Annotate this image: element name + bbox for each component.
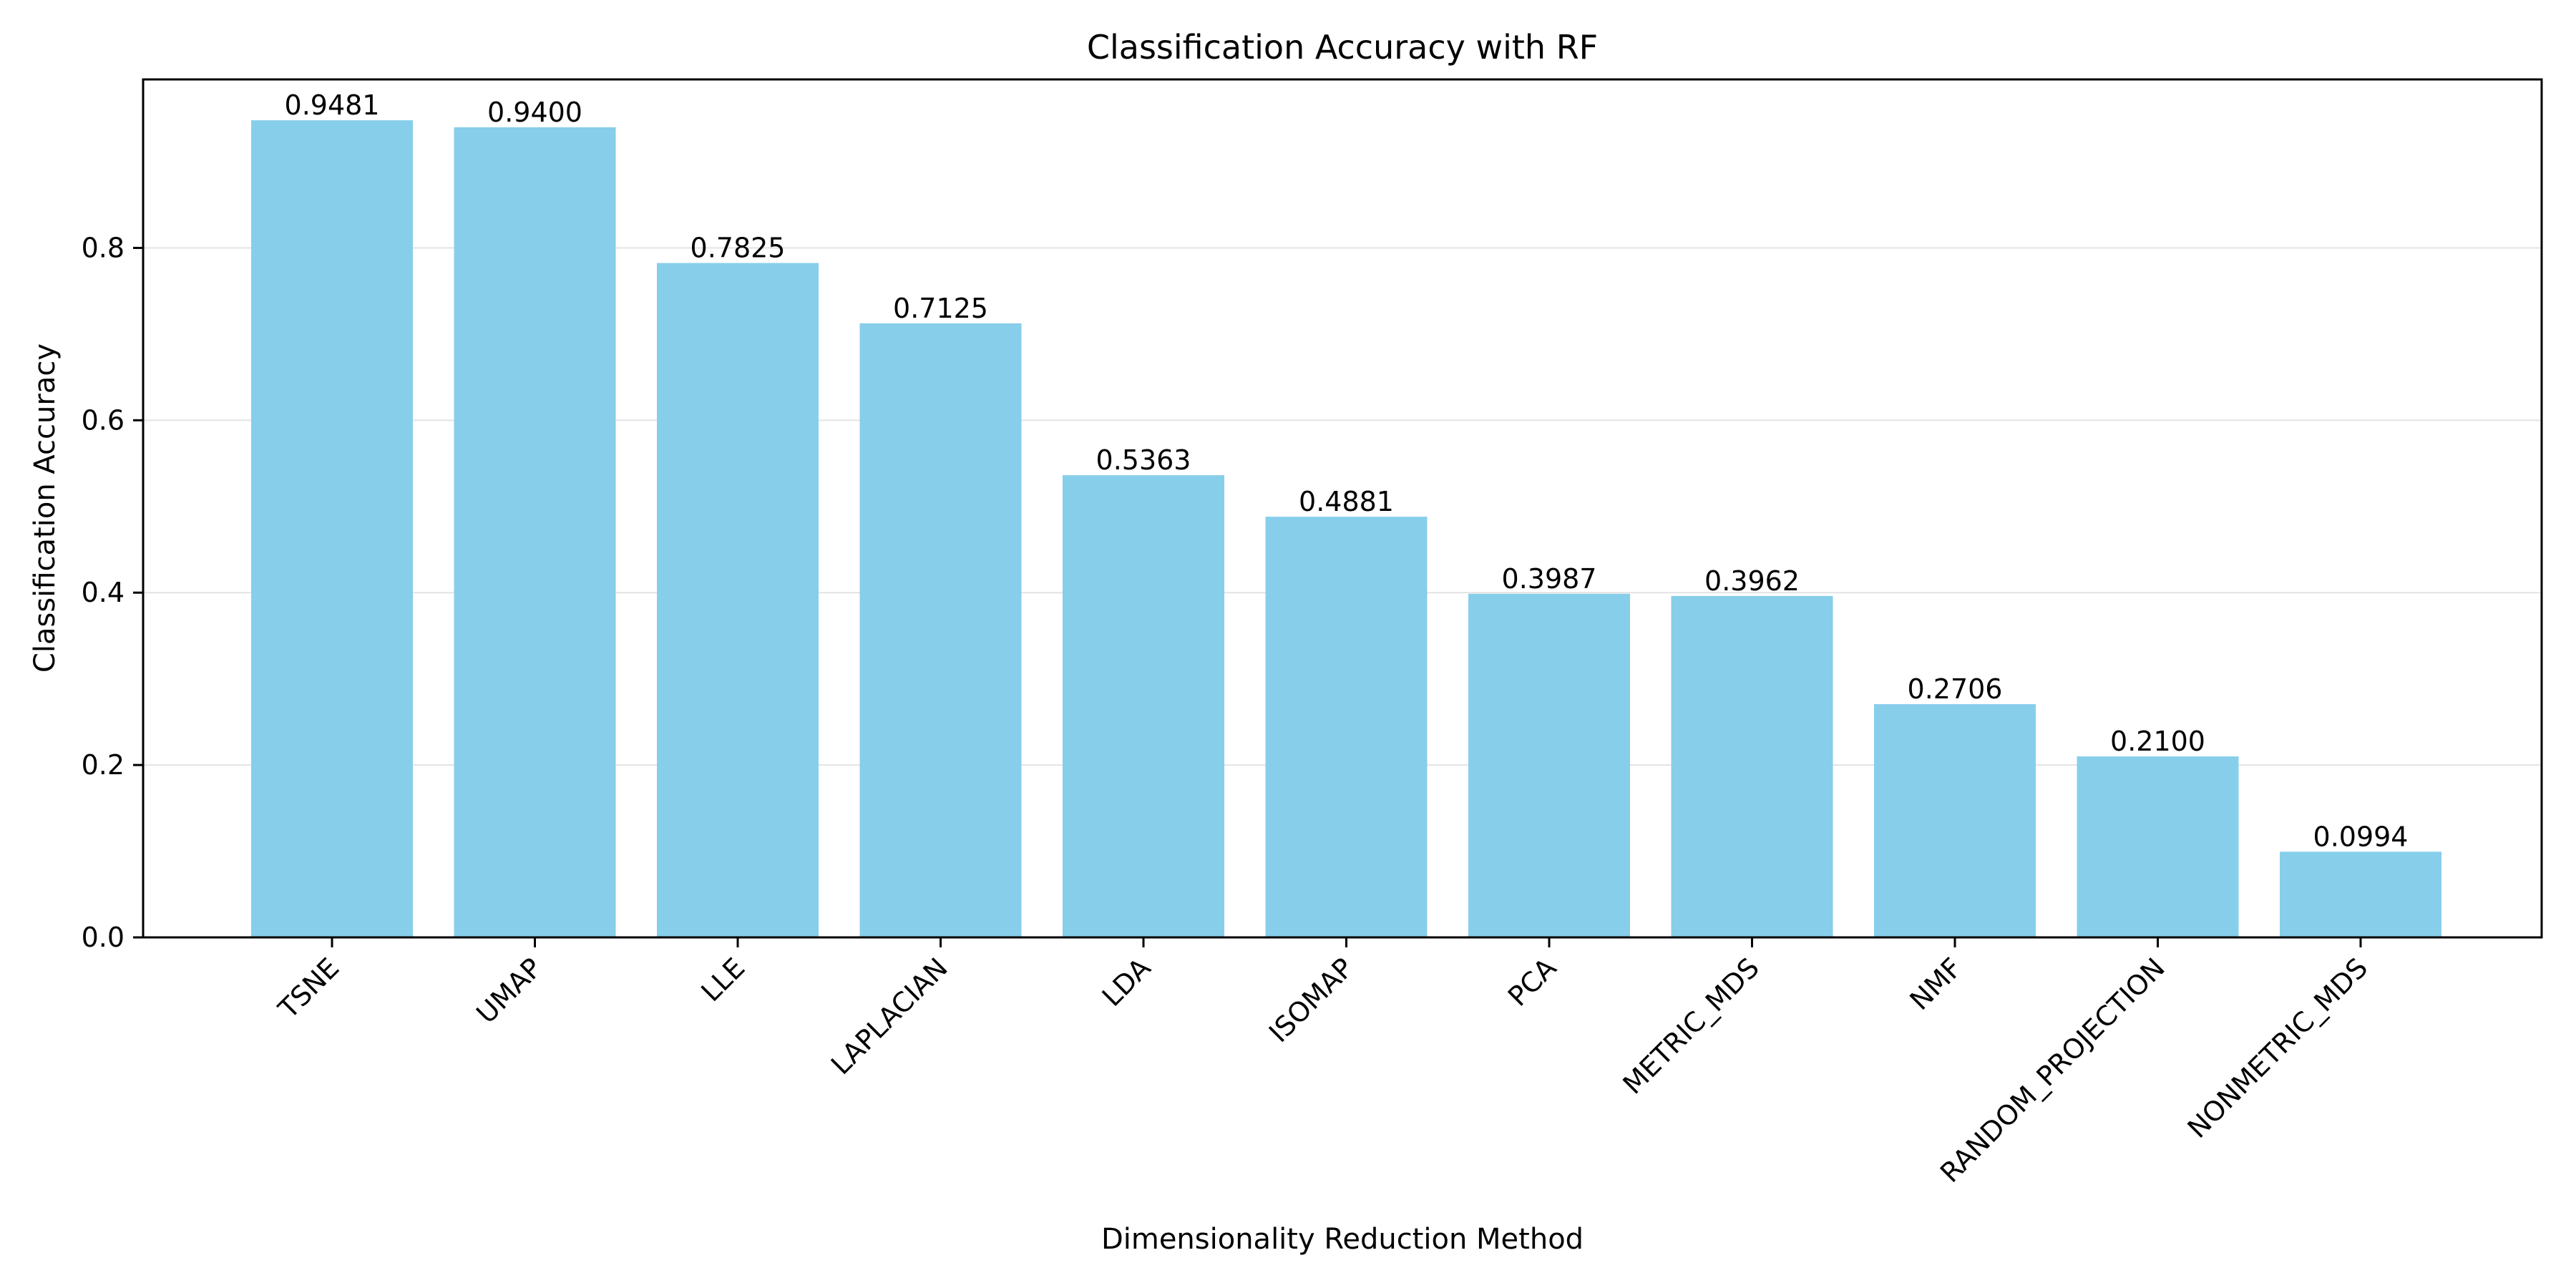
x-tick-label: NMF [1904,952,1968,1016]
data-label: 0.4881 [1299,486,1394,517]
data-label: 0.0994 [2313,821,2409,852]
x-tick-label: UMAP [470,952,548,1030]
y-tick-label: 0.8 [82,232,125,263]
x-tick-label: NONMETRIC_MDS [2182,952,2374,1144]
data-label: 0.9481 [285,89,380,121]
y-tick-label: 0.2 [82,749,125,781]
x-tick-label: LDA [1096,952,1157,1013]
y-axis: 0.0 0.2 0.4 0.6 0.8 [82,232,143,953]
data-labels: 0.9481 0.9400 0.7825 0.7125 0.5363 0.4881 0.39… [285,89,2409,852]
y-tick-label: 0.4 [82,577,125,608]
bars [251,120,2441,938]
x-tick-label: ISOMAP [1263,952,1360,1048]
bar [2077,756,2239,937]
plot-frame [142,78,2543,939]
data-label: 0.7825 [691,233,786,264]
data-label: 0.7125 [893,293,988,324]
y-axis-label: Classification Accuracy [29,343,62,673]
data-label: 0.9400 [487,97,582,128]
data-label: 0.3962 [1704,565,1800,597]
x-tick-label: LAPLACIAN [825,952,954,1080]
bar [1063,475,1224,937]
x-axis: TSNE UMAP LLE LAPLACIAN LDA ISOMAP PCA METRIC_M… [272,937,2373,1189]
bar [1874,704,2036,937]
bar [454,127,616,937]
bar [1671,595,1833,937]
bar [859,323,1022,937]
data-label: 0.5363 [1096,444,1191,476]
y-tick-label: 0.0 [82,922,125,953]
bar [657,263,819,937]
bar [1468,593,1630,937]
x-tick-label: TSNE [272,952,345,1025]
x-tick-label: LLE [695,952,751,1008]
x-tick-label: RANDOM_PROJECTION [1934,952,2171,1189]
chart-title: Classification Accuracy with RF [1087,28,1598,67]
bar [2280,852,2441,937]
y-tick-label: 0.6 [82,404,125,436]
bar [1265,517,1428,937]
data-label: 0.2100 [2110,726,2205,757]
x-tick-label: PCA [1502,952,1562,1012]
x-axis-label: Dimensionality Reduction Method [1101,1223,1584,1256]
bar [251,120,413,938]
data-label: 0.2706 [1908,673,2003,705]
data-label: 0.3987 [1502,563,1597,595]
x-tick-label: METRIC_MDS [1616,952,1765,1100]
